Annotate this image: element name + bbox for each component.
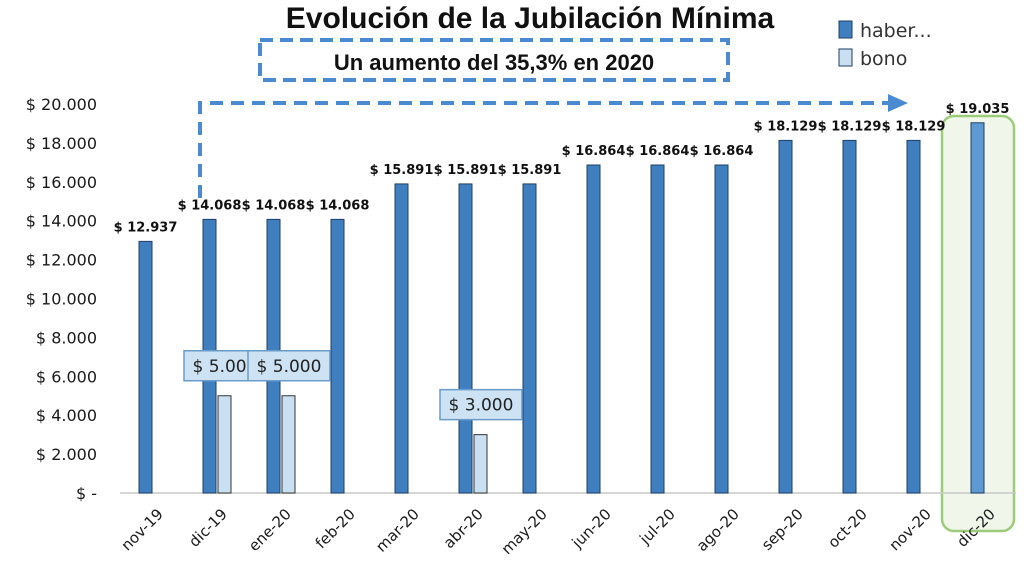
legend-label-haber: haber...: [860, 20, 932, 42]
subtitle-box: [258, 38, 730, 82]
data-label-haber: $ 18.129: [754, 119, 818, 134]
x-tick-label: jun-20: [568, 505, 615, 552]
y-tick-label: $ 6.000: [36, 367, 97, 386]
data-label-haber: $ 16.864: [690, 144, 754, 159]
y-axis: $ - $ 2.000 $ 4.000 $ 6.000 $ 8.000 $ 10.000 $…: [26, 95, 97, 503]
bar-haber: [458, 183, 473, 494]
x-tick-label: nov-20: [886, 505, 935, 554]
x-axis: nov-19 dic-19 ene-20 feb-20 mar-20 abr-20 may-…: [118, 492, 1016, 558]
data-label-haber: $ 18.129: [882, 119, 946, 134]
callouts: $ 5.000 $ 5.000 $ 3.000: [183, 350, 523, 421]
bar-haber: [650, 164, 665, 494]
bar-haber: [842, 139, 857, 494]
bar-bono: [281, 395, 296, 494]
data-label-haber: $ 16.864: [626, 144, 690, 159]
bono-callout-label: $ 5.000: [193, 357, 258, 377]
x-tick-label: ene-20: [245, 505, 295, 555]
y-tick-label: $ 2.000: [36, 445, 97, 464]
data-label-haber: $ 12.937: [114, 220, 178, 235]
legend: haber... bono: [838, 20, 932, 70]
chart-subtitle: Un aumento del 35,3% en 2020: [334, 50, 654, 75]
bar-haber: [970, 122, 985, 494]
bono-callout-label: $ 5.000: [257, 357, 322, 377]
x-tick-label: nov-19: [118, 505, 167, 554]
bar-haber: [778, 139, 793, 494]
bar-haber: [138, 240, 153, 494]
y-tick-label: $ 18.000: [26, 134, 97, 153]
data-label-haber: $ 15.891: [434, 163, 498, 178]
x-tick-label: may-20: [498, 505, 551, 558]
trend-arrow-line: [198, 101, 888, 198]
bar-haber: [714, 164, 729, 494]
legend-swatch-bono: [838, 48, 853, 67]
y-tick-label: $ 16.000: [26, 173, 97, 192]
legend-swatch-haber: [838, 20, 853, 39]
data-label-haber: $ 15.891: [370, 163, 434, 178]
data-label-haber: $ 16.864: [562, 144, 626, 159]
chart-title: Evolución de la Jubilación Mínima: [286, 2, 775, 35]
bono-callout-label: $ 3.000: [449, 396, 514, 416]
x-tick-label: dic-19: [185, 505, 231, 551]
bar-bono: [217, 395, 232, 494]
x-tick-label: sep-20: [758, 505, 807, 554]
bar-haber: [394, 183, 409, 494]
bar-haber: [522, 183, 537, 494]
y-tick-label: $ 12.000: [26, 251, 97, 270]
y-tick-label: $ 8.000: [36, 328, 97, 347]
x-tick-label: feb-20: [312, 505, 359, 552]
y-tick-label: $ 10.000: [26, 290, 97, 309]
bar-bono: [473, 434, 488, 494]
trend-arrow-head: [888, 94, 908, 112]
y-tick-label: $ 14.000: [26, 212, 97, 231]
bar-haber: [906, 139, 921, 494]
y-tick-label: $ 20.000: [26, 95, 97, 114]
data-label-haber: $ 19.035: [946, 102, 1010, 117]
x-tick-label: jul-20: [635, 505, 678, 548]
bono-callout-box: [439, 388, 523, 421]
data-labels: $ 12.937$ 14.068 $ 14.068 $ 14.068$ 15.891…: [114, 102, 1010, 236]
data-label-haber: $ 14.068: [178, 198, 242, 213]
bono-callout-box: [247, 350, 331, 382]
data-label-haber: $ 14.068: [306, 198, 370, 213]
x-tick-label: abr-20: [440, 505, 487, 552]
data-label-haber: $ 18.129: [818, 119, 882, 134]
bar-haber: [586, 164, 601, 494]
data-label-haber: $ 15.891: [498, 163, 562, 178]
x-tick-label: ago-20: [693, 505, 743, 555]
y-tick-label: $ -: [76, 484, 97, 503]
data-label-haber: $ 14.068: [242, 198, 306, 213]
bar-haber: [330, 218, 345, 494]
x-tick-label: oct-20: [824, 505, 871, 552]
bars: [138, 122, 985, 494]
y-tick-label: $ 4.000: [36, 406, 97, 425]
legend-label-bono: bono: [860, 48, 907, 70]
x-tick-label: mar-20: [372, 505, 423, 556]
